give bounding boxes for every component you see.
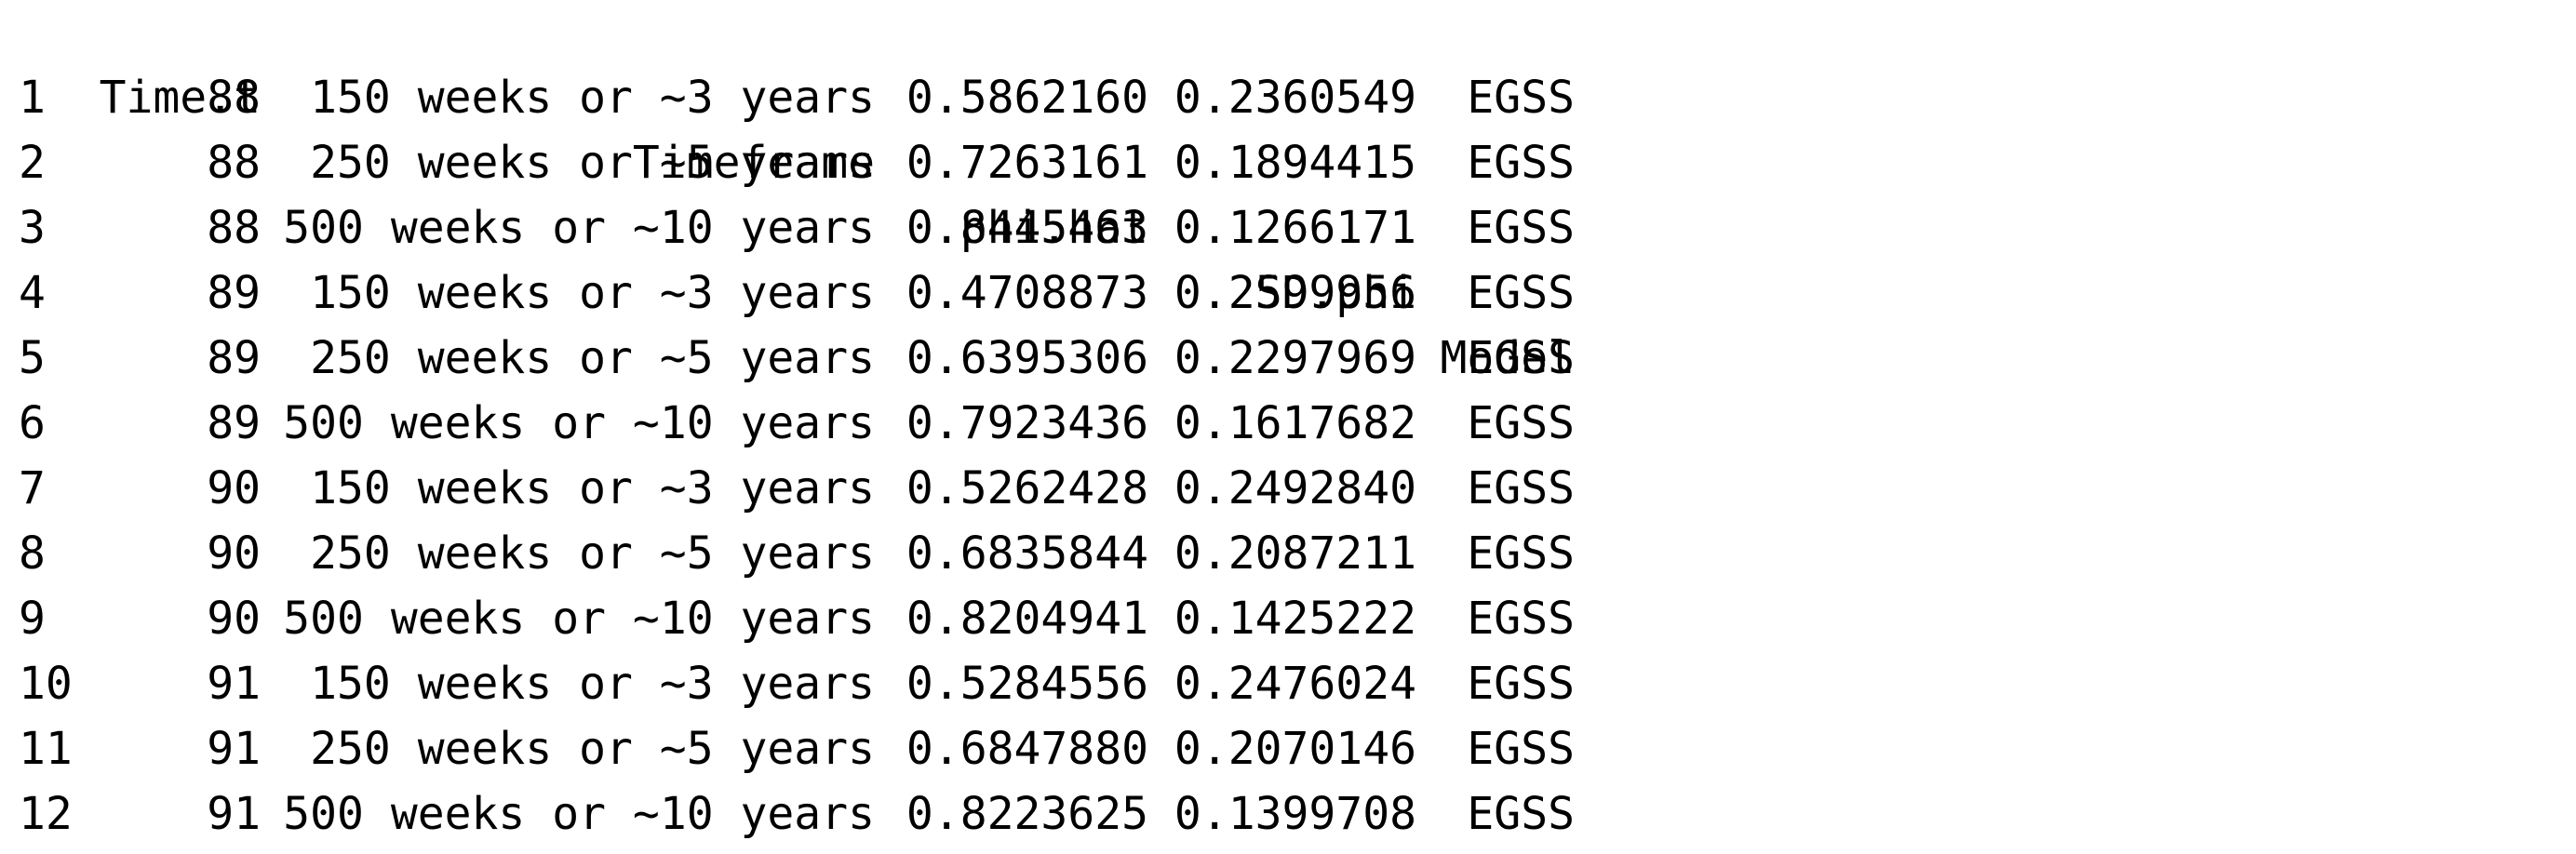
- cell-model: EGSS: [1467, 72, 1575, 124]
- cell-phi-hat: 0.4708873: [906, 267, 1148, 319]
- cell-phi-hat: 0.8204941: [906, 593, 1148, 645]
- cell-phi-hat: 0.7923436: [906, 397, 1148, 449]
- cell-sd-phi: 0.1894415: [1174, 137, 1416, 189]
- cell-model: EGSS: [1467, 462, 1575, 514]
- cell-sd-phi: 0.2599956: [1174, 267, 1416, 319]
- table-header-row: Time.t Timeframe phi.hat SD.phi Model: [0, 0, 1575, 384]
- cell-sd-phi: 0.2070146: [1174, 723, 1416, 775]
- cell-model: EGSS: [1467, 137, 1575, 189]
- cell-model: EGSS: [1467, 527, 1575, 580]
- cell-phi-hat: 0.5862160: [906, 72, 1148, 124]
- cell-model: EGSS: [1467, 723, 1575, 775]
- cell-timeframe: 150 weeks or ~3 years: [310, 267, 875, 319]
- row-index: 2: [19, 137, 46, 189]
- cell-time: 88: [207, 72, 261, 124]
- cell-timeframe: 500 weeks or ~10 years: [283, 788, 875, 840]
- cell-timeframe: 250 weeks or ~5 years: [310, 137, 875, 189]
- row-index: 4: [19, 267, 46, 319]
- cell-sd-phi: 0.1425222: [1174, 593, 1416, 645]
- cell-time: 89: [207, 332, 261, 384]
- cell-phi-hat: 0.6835844: [906, 527, 1148, 580]
- cell-time: 88: [207, 202, 261, 254]
- cell-timeframe: 500 weeks or ~10 years: [283, 202, 875, 254]
- cell-time: 90: [207, 593, 261, 645]
- row-index: 7: [19, 462, 46, 514]
- cell-phi-hat: 0.7263161: [906, 137, 1148, 189]
- row-index: 3: [19, 202, 46, 254]
- cell-phi-hat: 0.6395306: [906, 332, 1148, 384]
- header-sd-phi: SD.phi: [1254, 267, 1416, 319]
- cell-phi-hat: 0.8445463: [906, 202, 1148, 254]
- row-index: 11: [19, 723, 73, 775]
- cell-sd-phi: 0.2087211: [1174, 527, 1416, 580]
- cell-phi-hat: 0.6847880: [906, 723, 1148, 775]
- cell-time: 88: [207, 137, 261, 189]
- cell-phi-hat: 0.8223625: [906, 788, 1148, 840]
- cell-timeframe: 500 weeks or ~10 years: [283, 397, 875, 449]
- header-model: Model: [1440, 332, 1576, 384]
- row-index: 5: [19, 332, 46, 384]
- row-index: 9: [19, 593, 46, 645]
- cell-timeframe: 150 weeks or ~3 years: [310, 462, 875, 514]
- cell-time: 89: [207, 397, 261, 449]
- cell-sd-phi: 0.1266171: [1174, 202, 1416, 254]
- cell-model: EGSS: [1467, 593, 1575, 645]
- cell-sd-phi: 0.2476024: [1174, 658, 1416, 710]
- header-timeframe: Timeframe: [632, 137, 875, 189]
- cell-timeframe: 250 weeks or ~5 years: [310, 723, 875, 775]
- row-index: 1: [19, 72, 46, 124]
- cell-timeframe: 250 weeks or ~5 years: [310, 527, 875, 580]
- cell-time: 90: [207, 462, 261, 514]
- cell-timeframe: 150 weeks or ~3 years: [310, 658, 875, 710]
- cell-time: 91: [207, 658, 261, 710]
- cell-sd-phi: 0.1617682: [1174, 397, 1416, 449]
- cell-phi-hat: 0.5284556: [906, 658, 1148, 710]
- cell-model: EGSS: [1467, 788, 1575, 840]
- cell-time: 90: [207, 527, 261, 580]
- cell-model: EGSS: [1467, 397, 1575, 449]
- cell-model: EGSS: [1467, 267, 1575, 319]
- cell-time: 91: [207, 788, 261, 840]
- cell-timeframe: 150 weeks or ~3 years: [310, 72, 875, 124]
- cell-sd-phi: 0.2297969: [1174, 332, 1416, 384]
- cell-sd-phi: 0.2360549: [1174, 72, 1416, 124]
- cell-model: EGSS: [1467, 658, 1575, 710]
- cell-model: EGSS: [1467, 332, 1575, 384]
- row-index: 12: [19, 788, 73, 840]
- cell-time: 89: [207, 267, 261, 319]
- cell-sd-phi: 0.2492840: [1174, 462, 1416, 514]
- header-phi-hat: phi.hat: [959, 202, 1148, 254]
- row-index: 6: [19, 397, 46, 449]
- cell-timeframe: 500 weeks or ~10 years: [283, 593, 875, 645]
- row-index: 10: [19, 658, 73, 710]
- header-time: Time.t: [99, 72, 261, 124]
- cell-timeframe: 250 weeks or ~5 years: [310, 332, 875, 384]
- row-index: 8: [19, 527, 46, 580]
- cell-sd-phi: 0.1399708: [1174, 788, 1416, 840]
- cell-time: 91: [207, 723, 261, 775]
- cell-phi-hat: 0.5262428: [906, 462, 1148, 514]
- cell-model: EGSS: [1467, 202, 1575, 254]
